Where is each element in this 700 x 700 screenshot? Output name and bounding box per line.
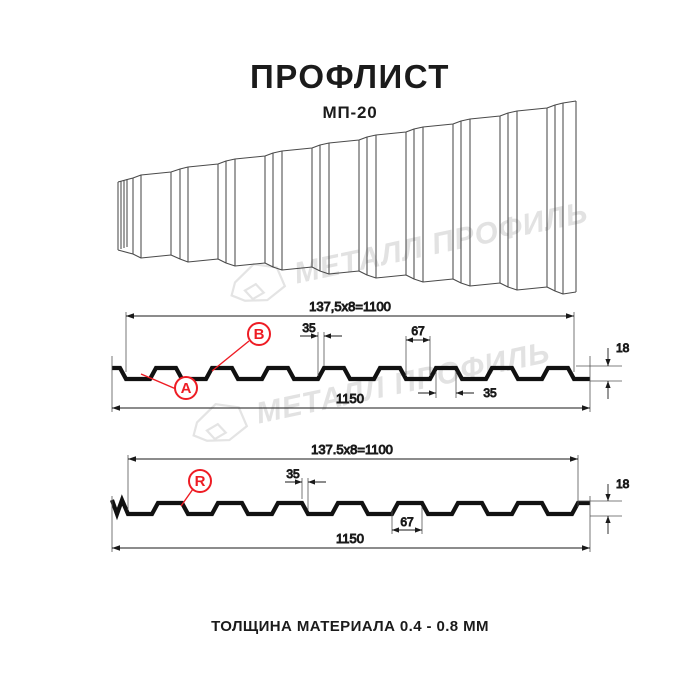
dim-height-18 bbox=[576, 348, 622, 399]
dim-overall-width bbox=[112, 545, 590, 551]
section-bottom-geometry: 137.5x8=1100 1150 35 bbox=[110, 442, 630, 552]
watermark-logo-icon bbox=[192, 402, 249, 442]
profile-outline bbox=[110, 494, 590, 521]
dim-valley-35-label: 35 bbox=[483, 386, 497, 400]
iso-sheet bbox=[117, 100, 577, 295]
marker-a: A bbox=[140, 373, 198, 400]
dim-rib-top-35-label: 35 bbox=[286, 467, 300, 481]
watermark-logo-icon bbox=[230, 262, 287, 302]
dim-overall-width bbox=[112, 405, 590, 411]
marker-b-leader bbox=[211, 340, 250, 372]
dim-pitch-total-label: 137,5x8=1100 bbox=[309, 299, 391, 314]
marker-r-leader bbox=[180, 488, 194, 507]
dim-height-18 bbox=[578, 484, 622, 534]
marker-r-label: R bbox=[195, 473, 206, 490]
dim-overall-width-label: 1150 bbox=[336, 391, 364, 406]
marker-r: R bbox=[180, 469, 212, 507]
dim-pitch-total-label: 137.5x8=1100 bbox=[311, 442, 393, 457]
dim-rib-base-67 bbox=[405, 336, 431, 376]
dim-height-18-label: 18 bbox=[616, 477, 630, 491]
marker-b: B bbox=[211, 322, 271, 372]
marker-b-label: B bbox=[254, 326, 265, 343]
dim-rib-base-67-label: 67 bbox=[400, 515, 414, 529]
dim-overall-width-label: 1150 bbox=[336, 531, 364, 546]
dim-rib-base-67 bbox=[391, 507, 423, 534]
marker-a-label: A bbox=[181, 380, 192, 397]
dim-rib-top-35-label: 35 bbox=[302, 321, 316, 335]
page-title: ПРОФЛИСТ bbox=[250, 58, 450, 95]
page-subtitle: МП-20 bbox=[322, 103, 378, 122]
dim-pitch-total bbox=[128, 456, 578, 462]
marker-r-circle bbox=[188, 469, 212, 493]
dim-rib-top-35 bbox=[300, 332, 342, 376]
section-top-geometry: 137,5x8=1100 1150 35 bbox=[111, 299, 630, 412]
dim-rib-base-67-label: 67 bbox=[411, 324, 425, 338]
dim-pitch-total bbox=[126, 313, 574, 319]
dim-height-18-label: 18 bbox=[616, 341, 630, 355]
material-thickness-note: ТОЛЩИНА МАТЕРИАЛА 0.4 - 0.8 ММ bbox=[211, 618, 489, 635]
dim-rib-top-35 bbox=[285, 478, 326, 510]
dim-valley-35 bbox=[418, 372, 474, 398]
marker-b-circle bbox=[247, 322, 271, 346]
marker-a-leader bbox=[140, 373, 177, 390]
marker-a-circle bbox=[174, 376, 198, 400]
